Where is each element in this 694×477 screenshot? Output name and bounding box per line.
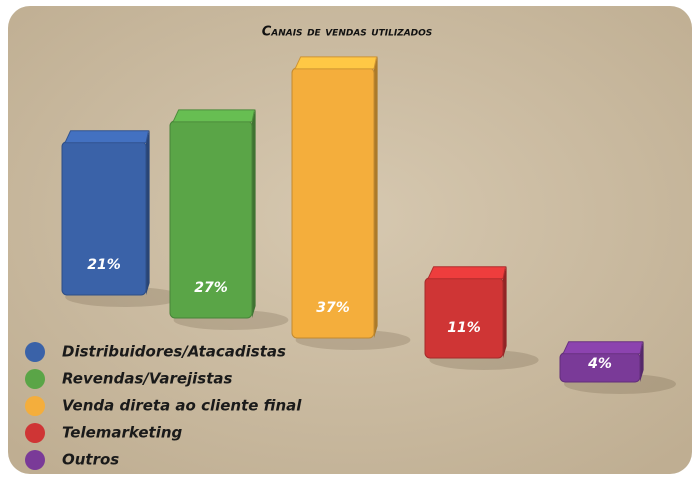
value-label: 11% <box>447 320 481 336</box>
value-label: 27% <box>194 280 228 296</box>
bar-side <box>374 55 378 339</box>
bar-top <box>427 266 507 280</box>
bar-top <box>562 341 644 355</box>
legend-label: Venda direta ao cliente final <box>62 397 302 415</box>
bar-top <box>294 56 378 70</box>
bar-top <box>64 130 150 144</box>
chart-title: Canais de vendas utilizados <box>262 25 433 40</box>
legend-swatch <box>25 369 45 389</box>
value-label: 37% <box>316 300 350 316</box>
bar <box>291 67 375 339</box>
legend-label: Revendas/Varejistas <box>62 370 233 388</box>
bar-side <box>252 108 256 319</box>
legend-label: Distribuidores/Atacadistas <box>62 343 286 361</box>
legend-swatch <box>25 396 45 416</box>
bar-top <box>172 109 256 123</box>
legend-swatch <box>25 423 45 443</box>
legend-label: Telemarketing <box>62 424 183 442</box>
bar-side <box>146 129 150 295</box>
value-label: 4% <box>587 356 612 372</box>
legend-label: Outros <box>62 451 119 469</box>
bar <box>424 277 504 359</box>
value-label: 21% <box>87 257 121 273</box>
bar-side <box>503 265 507 358</box>
legend-swatch <box>25 342 45 362</box>
legend-swatch <box>25 450 45 470</box>
